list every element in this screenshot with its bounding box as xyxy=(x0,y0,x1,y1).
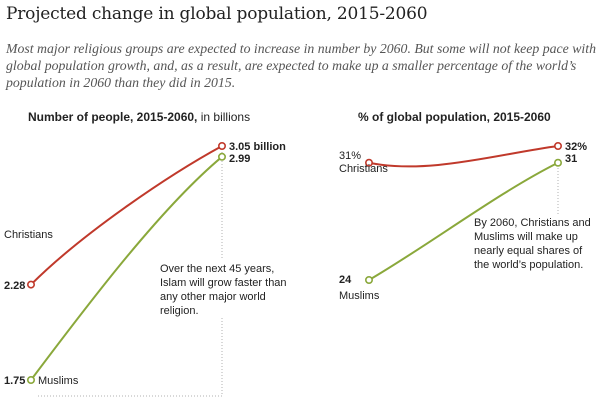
chart-title: Projected change in global population, 2… xyxy=(6,4,428,24)
right-muslims-line xyxy=(368,161,559,281)
right-annotation: By 2060, Christians and Muslims will mak… xyxy=(474,216,600,272)
left-christians-series-label: Christians xyxy=(4,229,53,241)
left-christians-line xyxy=(30,145,223,286)
right-muslims-point-2060 xyxy=(553,158,562,167)
right-christians-line xyxy=(368,145,559,168)
left-muslims-line xyxy=(30,156,223,381)
left-muslims-point-2060 xyxy=(218,152,227,161)
right-christians-point-2015 xyxy=(364,158,373,167)
chart-subtitle: Most major religious groups are expected… xyxy=(6,41,596,90)
left-panel-title-light: in billions xyxy=(197,110,251,124)
left-christians-point-2015 xyxy=(26,280,35,289)
right-christians-end-value: 32% xyxy=(565,141,587,153)
left-christians-start-value: 2.28 xyxy=(4,280,25,292)
left-muslims-end-value: 2.99 xyxy=(229,153,250,165)
left-panel-title-bold: Number of people, 2015-2060, xyxy=(28,110,198,124)
right-christians-start-value: 31% xyxy=(339,150,361,162)
left-annotation: Over the next 45 years, Islam will grow … xyxy=(160,262,288,318)
right-christians-series-label: Christians xyxy=(339,163,388,175)
left-christians-point-2060 xyxy=(218,142,227,151)
right-muslims-start-value: 24 xyxy=(339,274,352,286)
right-muslims-point-2015 xyxy=(364,275,373,284)
left-panel-title: Number of people, 2015-2060, in billions xyxy=(28,110,250,124)
left-muslims-point-2015 xyxy=(26,375,35,384)
left-christians-end-value: 3.05 billion xyxy=(229,141,286,153)
right-panel-title: % of global population, 2015-2060 xyxy=(358,110,551,124)
left-muslims-start-value: 1.75 xyxy=(4,375,25,387)
right-muslims-end-value: 31 xyxy=(565,153,577,165)
right-muslims-series-label: Muslims xyxy=(339,290,380,302)
right-christians-point-2060 xyxy=(553,142,562,151)
left-muslims-series-label: Muslims xyxy=(38,375,79,387)
